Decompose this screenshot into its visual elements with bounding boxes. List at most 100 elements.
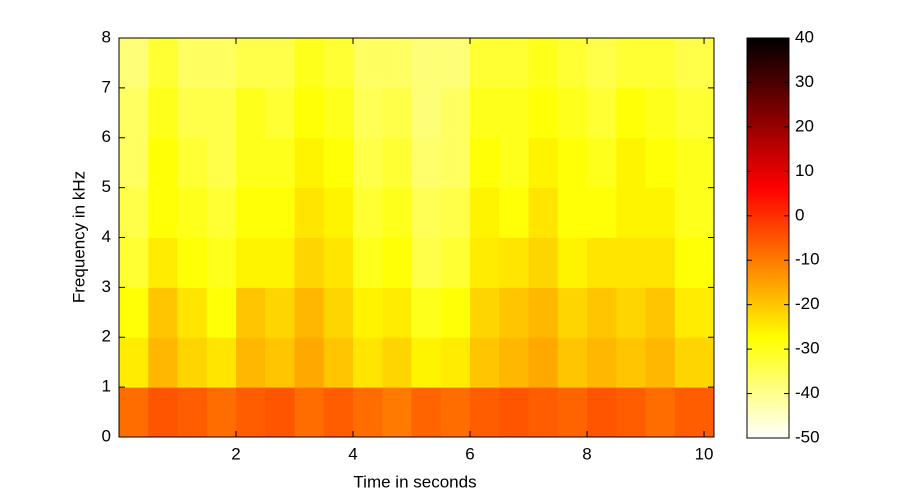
heatmap-cell: [294, 337, 325, 388]
heatmap-cell: [353, 187, 383, 238]
colorbar-tick-label: -40: [795, 383, 820, 402]
heatmap-cell: [557, 38, 588, 89]
heatmap-cell: [616, 87, 647, 139]
heatmap-cell: [557, 387, 588, 438]
heatmap-cell: [119, 337, 149, 388]
heatmap-cell: [528, 387, 559, 438]
heatmap-cell: [674, 137, 715, 189]
heatmap-cell: [587, 38, 617, 89]
heatmap-cell: [674, 287, 715, 338]
heatmap-cell: [265, 237, 296, 288]
heatmap-cell: [265, 187, 296, 238]
heatmap-cell: [587, 287, 617, 338]
y-tick-label: 7: [102, 77, 111, 96]
heatmap-cell: [382, 387, 413, 438]
heatmap-cell: [177, 137, 208, 189]
heatmap-cell: [411, 387, 442, 438]
heatmap-cell: [323, 87, 354, 139]
heatmap-cell: [148, 337, 179, 388]
heatmap-cell: [353, 337, 383, 388]
heatmap-cell: [440, 87, 471, 139]
heatmap-cell: [528, 337, 559, 388]
heatmap-cell: [470, 38, 500, 89]
heatmap-cell: [323, 387, 354, 438]
heatmap-cell: [528, 237, 559, 288]
heatmap-cell: [206, 387, 237, 438]
heatmap-cell: [382, 137, 413, 189]
y-axis-label: Frequency in kHz: [69, 171, 88, 303]
heatmap-cell: [177, 337, 208, 388]
colorbar-tick-label: -20: [795, 294, 820, 313]
heatmap-cell: [470, 187, 500, 238]
x-tick-label: 8: [582, 444, 591, 463]
heatmap-cell: [323, 337, 354, 388]
heatmap-cell: [236, 387, 266, 438]
heatmap-cell: [177, 287, 208, 338]
heatmap-cell: [440, 287, 471, 338]
heatmap-cell: [294, 237, 325, 288]
heatmap-cell: [177, 38, 208, 89]
colorbar-tick-label: 10: [795, 161, 814, 180]
heatmap-cell: [206, 38, 237, 89]
heatmap-cell: [119, 287, 149, 338]
heatmap-cell: [528, 287, 559, 338]
heatmap-cell: [470, 387, 500, 438]
y-tick-label: 5: [102, 177, 111, 196]
heatmap-cell: [323, 38, 354, 89]
heatmap-cell: [236, 287, 266, 338]
heatmap-cell: [616, 237, 647, 288]
heatmap-cell: [645, 337, 676, 388]
heatmap-cell: [206, 87, 237, 139]
heatmap-cell: [587, 237, 617, 288]
heatmap-cell: [353, 387, 383, 438]
heatmap-cell: [674, 337, 715, 388]
heatmap-cell: [265, 337, 296, 388]
heatmap-cell: [353, 287, 383, 338]
heatmap-cell: [148, 287, 179, 338]
heatmap-cell: [323, 287, 354, 338]
heatmap-cell: [470, 137, 500, 189]
heatmap-cell: [382, 287, 413, 338]
heatmap-cell: [674, 38, 715, 89]
heatmap-cell: [440, 137, 471, 189]
heatmap-cell: [148, 87, 179, 139]
heatmap-cell: [236, 38, 266, 89]
heatmap-cell: [411, 237, 442, 288]
heatmap-cell: [499, 237, 530, 288]
heatmap-cell: [148, 237, 179, 288]
heatmap-cell: [294, 38, 325, 89]
heatmap-cell: [206, 337, 237, 388]
y-tick-label: 2: [102, 327, 111, 346]
heatmap-cell: [382, 38, 413, 89]
heatmap-cell: [440, 237, 471, 288]
heatmap-cell: [587, 337, 617, 388]
heatmap-cell: [148, 387, 179, 438]
heatmap-cell: [353, 237, 383, 288]
heatmap-cell: [236, 87, 266, 139]
heatmap-cell: [148, 187, 179, 238]
heatmap-cell: [323, 137, 354, 189]
heatmap-cell: [674, 237, 715, 288]
heatmap-cell: [265, 38, 296, 89]
y-tick-label: 1: [102, 377, 111, 396]
heatmap-cell: [616, 38, 647, 89]
heatmap-cell: [177, 187, 208, 238]
heatmap-cell: [265, 137, 296, 189]
colorbar-tick-label: 40: [795, 27, 814, 46]
x-tick-label: 2: [231, 444, 240, 463]
heatmap-cell: [557, 287, 588, 338]
heatmap-cell: [528, 137, 559, 189]
heatmap-cell: [528, 38, 559, 89]
heatmap-cell: [236, 137, 266, 189]
heatmap-cell: [265, 87, 296, 139]
heatmap-cell: [616, 387, 647, 438]
heatmap-cell: [119, 187, 149, 238]
heatmap-cell: [587, 87, 617, 139]
heatmap-cell: [616, 187, 647, 238]
heatmap-cell: [470, 337, 500, 388]
x-tick-label: 6: [465, 444, 474, 463]
heatmap-cell: [206, 137, 237, 189]
colorbar: [746, 37, 790, 439]
heatmap-cell: [382, 237, 413, 288]
